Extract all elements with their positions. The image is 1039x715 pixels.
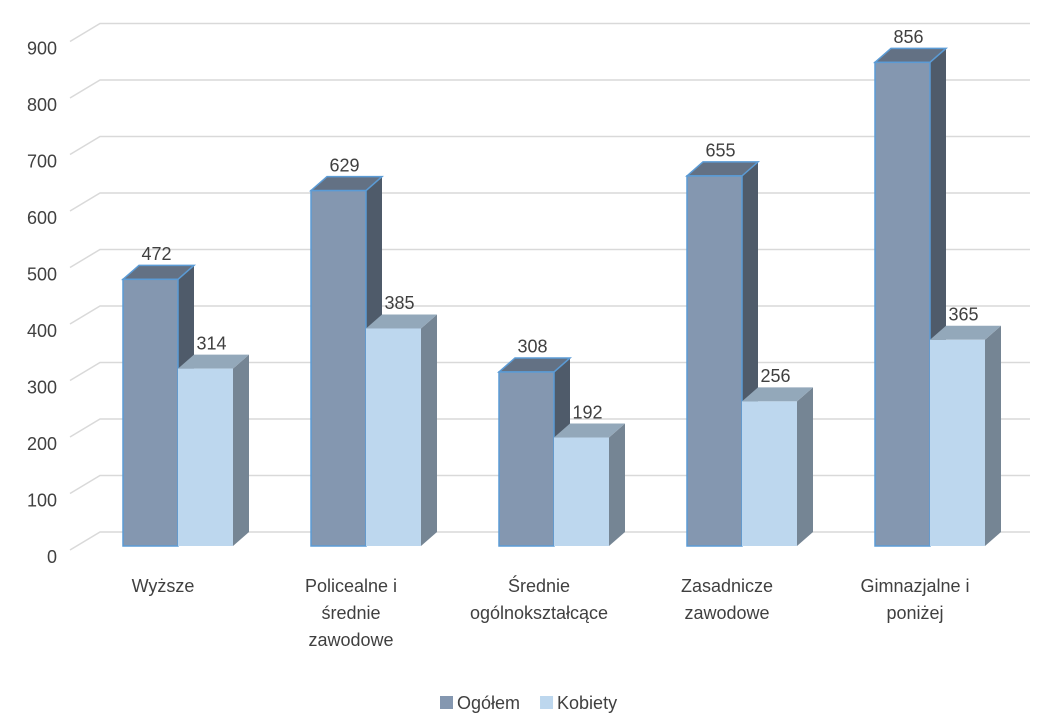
bar-side [233, 354, 249, 546]
data-label: 655 [705, 141, 735, 161]
x-tick-label: Gimnazjalne i poniżej [860, 576, 970, 623]
y-tick-label: 700 [27, 151, 57, 171]
grid-line [69, 79, 1030, 99]
data-label: 256 [760, 366, 790, 386]
bar-side [609, 423, 625, 546]
x-tick-label: Zasadnicze zawodowe [680, 576, 774, 623]
data-label: 365 [948, 305, 978, 325]
x-tick-label: Policealne i średnie zawodowe [304, 576, 398, 650]
legend-swatch [540, 696, 554, 709]
y-tick-label: 200 [27, 434, 57, 454]
legend-label: Ogółem [457, 693, 520, 713]
y-tick-label: 400 [27, 321, 57, 341]
bar-top [178, 354, 249, 369]
bar [310, 189, 367, 547]
y-tick-label: 100 [27, 490, 57, 510]
grid-line [69, 22, 1030, 43]
data-label: 308 [517, 337, 547, 357]
bar [366, 328, 421, 546]
data-label: 314 [196, 333, 226, 353]
bar-side [797, 387, 813, 546]
bar [178, 368, 233, 546]
y-tick-label: 600 [27, 208, 57, 228]
bar-top [930, 325, 1001, 340]
bar [554, 437, 609, 546]
x-tick-label: Średnie ogólnokształcące [469, 576, 609, 623]
bar-top [366, 314, 437, 329]
y-tick-label: 900 [27, 38, 57, 58]
data-label: 385 [384, 293, 414, 313]
data-label: 856 [893, 27, 923, 47]
bar-side [985, 325, 1001, 546]
legend-swatch [440, 696, 453, 709]
bar-top [554, 423, 625, 438]
bar [742, 401, 797, 546]
bar [930, 339, 985, 546]
y-tick-label: 800 [27, 95, 57, 115]
bar [686, 175, 743, 547]
bar [498, 371, 555, 547]
y-tick-label: 0 [47, 547, 57, 567]
data-label: 629 [329, 155, 359, 175]
bar-side [421, 314, 437, 546]
bar [122, 278, 179, 547]
data-label: 472 [141, 244, 171, 264]
grid-line [69, 135, 1030, 156]
legend-label: Kobiety [557, 693, 617, 713]
y-tick-label: 300 [27, 377, 57, 397]
x-tick-label: Wyższe [131, 576, 195, 596]
bar-top [742, 387, 813, 402]
data-label: 192 [572, 402, 602, 422]
y-tick-label: 500 [27, 264, 57, 284]
bar [874, 61, 931, 547]
